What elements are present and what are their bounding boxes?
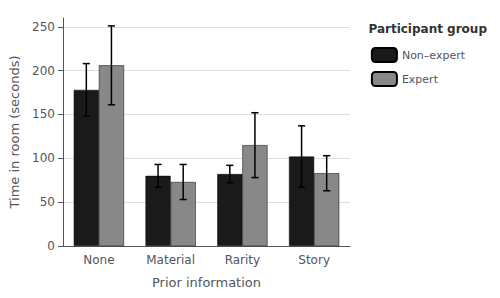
svg-text:100: 100 — [32, 151, 55, 165]
svg-text:Rarity: Rarity — [225, 253, 261, 267]
svg-text:150: 150 — [32, 107, 55, 121]
svg-text:250: 250 — [32, 20, 55, 34]
svg-text:Participant group: Participant group — [368, 22, 487, 36]
svg-text:Expert: Expert — [402, 73, 439, 86]
svg-text:Non–expert: Non–expert — [402, 49, 466, 62]
svg-text:None: None — [83, 253, 114, 267]
svg-text:Material: Material — [146, 253, 195, 267]
svg-text:0: 0 — [47, 239, 55, 253]
svg-text:Story: Story — [298, 253, 330, 267]
svg-text:Time in room (seconds): Time in room (seconds) — [7, 56, 22, 210]
svg-text:Prior information: Prior information — [152, 275, 261, 290]
svg-text:50: 50 — [40, 195, 55, 209]
svg-text:200: 200 — [32, 64, 55, 78]
